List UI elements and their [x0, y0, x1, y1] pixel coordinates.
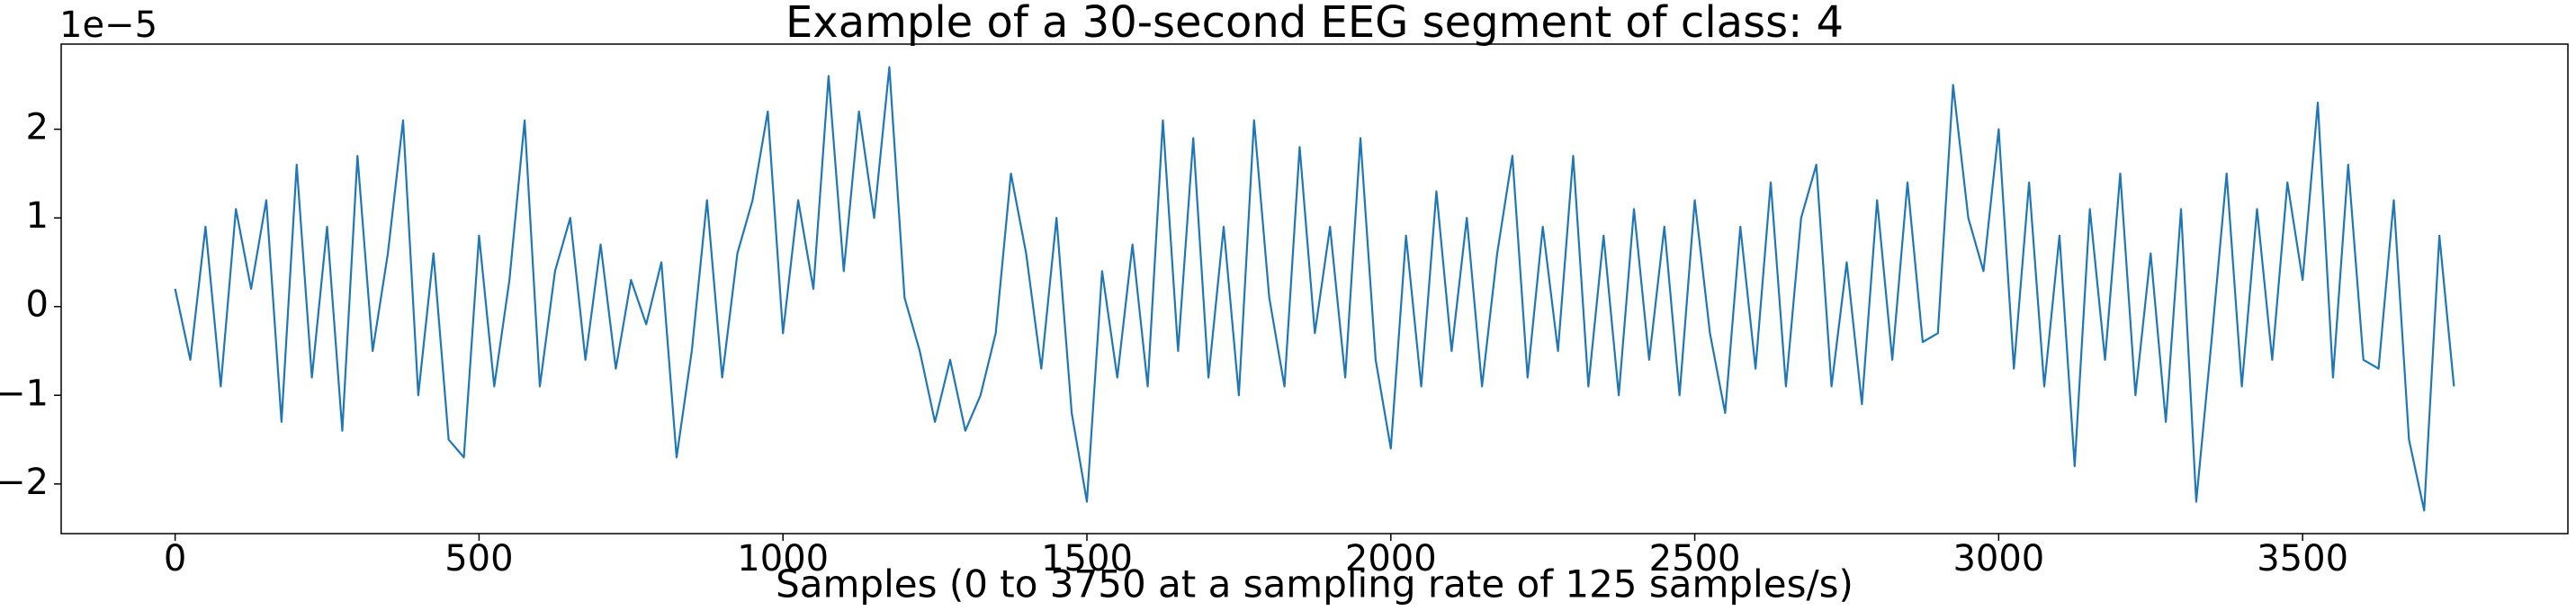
chart-title: Example of a 30-second EEG segment of cl… — [785, 0, 1844, 48]
y-tick-label: 1 — [26, 195, 49, 237]
y-tick-label: 0 — [26, 284, 49, 326]
x-tick-label: 0 — [164, 538, 186, 580]
y-tick-label: −2 — [0, 462, 49, 503]
y-offset-label: 1e−5 — [59, 4, 157, 46]
x-axis-label: Samples (0 to 3750 at a sampling rate of… — [776, 562, 1853, 607]
x-tick-label: 500 — [444, 538, 513, 580]
y-tick-label: −1 — [0, 373, 49, 414]
y-tick-label: 2 — [26, 107, 49, 148]
signal-line — [174, 66, 2455, 512]
x-tick-label: 1000 — [737, 538, 829, 580]
x-tick-label: 2000 — [1345, 538, 1437, 580]
x-tick-label: 3500 — [2257, 538, 2348, 580]
x-tick-label: 3000 — [1952, 538, 2044, 580]
x-tick-label: 1500 — [1041, 538, 1133, 580]
x-tick-label: 2500 — [1649, 538, 1741, 580]
axes-frame — [60, 43, 2569, 535]
